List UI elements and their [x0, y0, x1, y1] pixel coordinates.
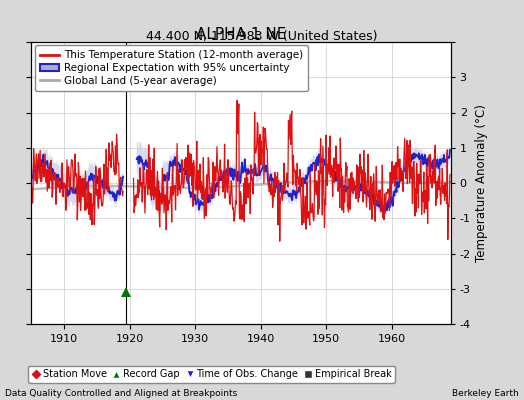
Text: Data Quality Controlled and Aligned at Breakpoints: Data Quality Controlled and Aligned at B…	[5, 389, 237, 398]
Y-axis label: Temperature Anomaly (°C): Temperature Anomaly (°C)	[475, 104, 488, 262]
Text: Berkeley Earth: Berkeley Earth	[452, 389, 519, 398]
Title: ALPHA 1 NE: ALPHA 1 NE	[196, 27, 286, 42]
Text: 44.400 N, 115.983 W (United States): 44.400 N, 115.983 W (United States)	[146, 30, 378, 43]
Legend: Station Move, Record Gap, Time of Obs. Change, Empirical Break: Station Move, Record Gap, Time of Obs. C…	[28, 366, 395, 383]
